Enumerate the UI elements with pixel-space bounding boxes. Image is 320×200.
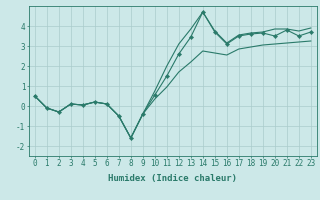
X-axis label: Humidex (Indice chaleur): Humidex (Indice chaleur)	[108, 174, 237, 183]
